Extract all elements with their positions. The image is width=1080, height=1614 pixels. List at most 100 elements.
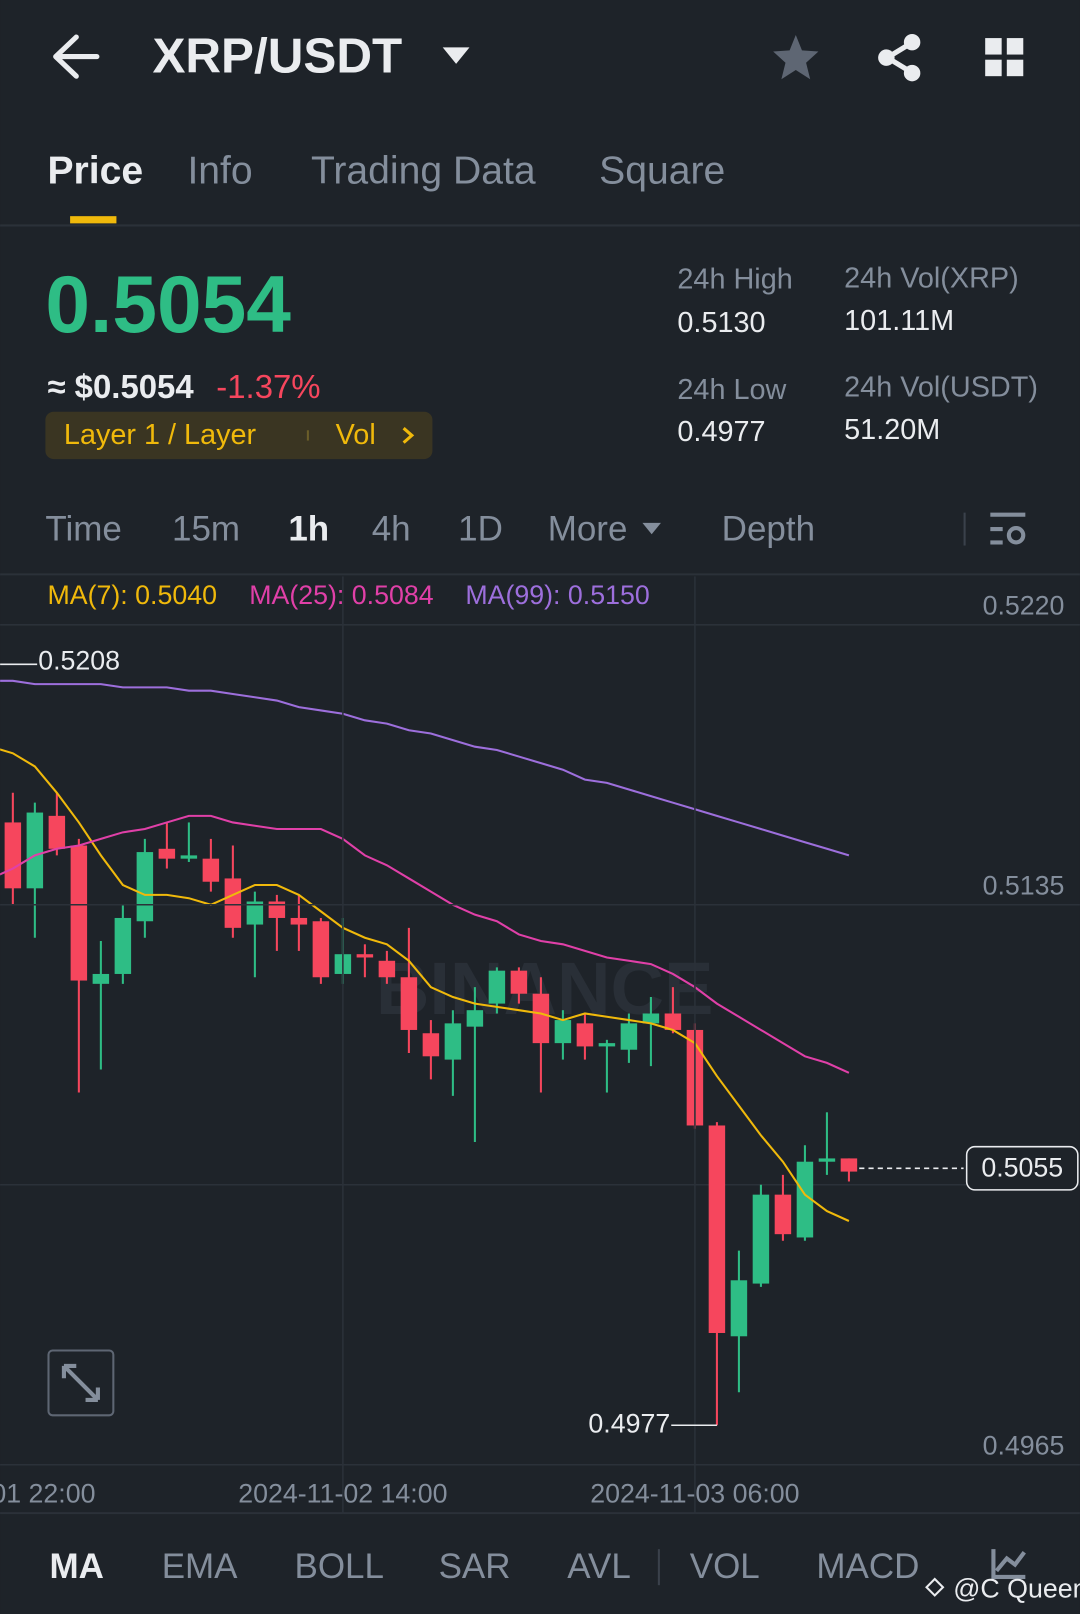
share-dot [878, 49, 895, 66]
candle-body [818, 1158, 836, 1162]
candle-body [444, 1023, 462, 1060]
grid-cell [1006, 38, 1024, 55]
legend-entry: MA(7): 0.5040 [47, 580, 217, 610]
last-price: 0.5054 [45, 260, 291, 350]
candle-body [312, 921, 330, 978]
dropdown-icon[interactable] [442, 47, 470, 64]
tab-indicator [70, 216, 117, 224]
candle-body [224, 878, 242, 928]
share-icon[interactable] [878, 33, 921, 82]
interval[interactable]: Time [45, 509, 121, 548]
ma-line [0, 679, 850, 857]
x-tick-label: 2024-11-01 22:00 [0, 1479, 95, 1509]
price-change: -1.37% [216, 368, 320, 405]
candle-body [180, 855, 198, 859]
legend-entry: MA(25): 0.5084 [249, 580, 433, 610]
candle-body [422, 1033, 440, 1057]
last-price-tag [965, 1145, 1079, 1191]
indicator[interactable]: VOL [690, 1547, 760, 1586]
stat-value: 51.20M [844, 414, 940, 446]
ma-line [0, 814, 850, 1074]
candle-body [708, 1125, 726, 1333]
candle-body [268, 901, 286, 918]
interval[interactable]: Depth [722, 509, 815, 548]
stat-value: 0.5130 [677, 307, 765, 339]
candle-body [290, 917, 308, 925]
expand-icon [61, 1363, 100, 1402]
y-tick-label: 0.5135 [983, 870, 1065, 900]
stat-value: 101.11M [844, 305, 954, 337]
interval[interactable]: 1D [458, 509, 503, 548]
share-dot [903, 64, 921, 82]
button-frame [47, 1349, 115, 1417]
candle-body [510, 970, 528, 994]
x-tick-label: 2024-11-02 14:00 [238, 1479, 447, 1509]
chevron-icon [402, 427, 415, 444]
candle-body [752, 1194, 770, 1284]
y-tick-label: 0.4965 [983, 1430, 1065, 1460]
credit-icon [925, 1577, 945, 1597]
candle-body [620, 1023, 638, 1050]
interval[interactable]: 1h [288, 509, 329, 548]
candle-body [4, 822, 22, 889]
grid-cell [1006, 59, 1024, 77]
interval[interactable]: 4h [372, 509, 411, 548]
back-button[interactable] [53, 34, 100, 79]
candle-body [466, 1010, 484, 1027]
expand-button[interactable] [47, 1349, 115, 1417]
grid-cell [985, 38, 1002, 55]
indicator[interactable]: MACD [816, 1547, 919, 1586]
indicator[interactable]: SAR [439, 1547, 511, 1586]
candle-body [642, 1013, 660, 1024]
credit: @C Queen [953, 1573, 1080, 1603]
candle-body [488, 970, 506, 1004]
legend-entry: MA(99): 0.5150 [465, 580, 649, 610]
usd-price: ≈ $0.5054 [47, 368, 194, 405]
candle-body [576, 1023, 594, 1047]
candle-body [840, 1158, 858, 1172]
interval[interactable]: More [548, 509, 628, 548]
candle-body [598, 1043, 616, 1047]
grid-icon[interactable] [985, 38, 1024, 77]
stat-label: 24h High [677, 264, 792, 296]
tab[interactable]: Price [47, 149, 143, 192]
grid-cell [985, 59, 1002, 77]
tab[interactable]: Trading Data [311, 149, 536, 192]
interval[interactable]: 15m [172, 509, 240, 548]
chart-icon[interactable] [991, 1549, 1026, 1580]
dropdown-icon[interactable] [642, 522, 661, 535]
candle-chart [0, 679, 858, 1426]
tag-text: Vol [336, 419, 376, 451]
stat-label: 24h Vol(XRP) [844, 263, 1019, 295]
candle-body [378, 960, 396, 978]
candle-body [246, 901, 264, 925]
tag-chip[interactable]: Layer 1 / Layer Vol [45, 411, 433, 460]
candle-body [92, 973, 110, 984]
settings-icon[interactable] [990, 512, 1026, 545]
stat-label: 24h Vol(USDT) [844, 372, 1038, 404]
candle-body [158, 848, 176, 859]
indicator[interactable]: AVL [567, 1547, 631, 1586]
indicator[interactable]: EMA [162, 1547, 238, 1586]
high-label: 0.5208 [38, 645, 120, 675]
candle-body [554, 1020, 572, 1044]
candle-body [774, 1194, 792, 1235]
indicator[interactable]: MA [50, 1547, 104, 1586]
candle-body [48, 815, 66, 849]
tab[interactable]: Square [599, 149, 725, 192]
candle-body [664, 1013, 682, 1030]
icon-circle [1006, 525, 1026, 545]
last-price-label: 0.5055 [981, 1152, 1063, 1182]
indicator[interactable]: BOLL [295, 1547, 384, 1586]
candle-body [202, 858, 220, 882]
tag-text: Layer 1 / Layer [64, 419, 257, 451]
candle-body [532, 993, 550, 1044]
share-dot [903, 33, 921, 51]
tag-background [45, 411, 433, 460]
x-tick-label: 2024-11-03 06:00 [590, 1479, 799, 1509]
favorite-icon[interactable] [773, 34, 819, 80]
tab[interactable]: Info [187, 149, 252, 192]
candle-body [70, 845, 88, 981]
pair-title[interactable]: XRP/USDT [152, 29, 402, 84]
